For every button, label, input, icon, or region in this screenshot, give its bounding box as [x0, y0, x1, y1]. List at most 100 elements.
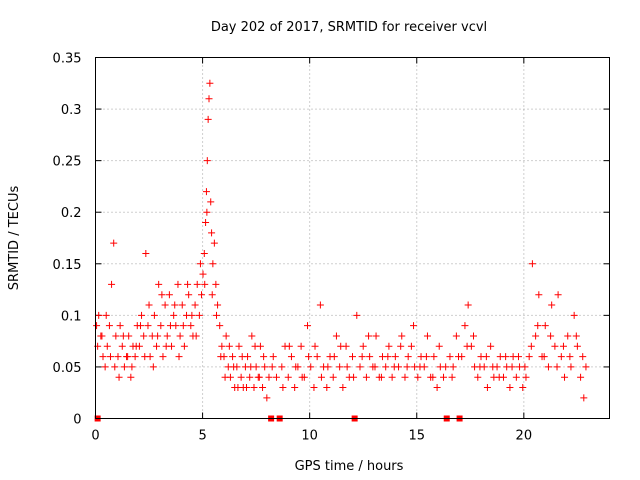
- data-point: [353, 311, 361, 319]
- data-point: [142, 249, 150, 257]
- data-point: [93, 322, 101, 330]
- data-point: [401, 373, 409, 381]
- data-point: [554, 291, 562, 299]
- data-point: [452, 332, 460, 340]
- data-point: [263, 394, 271, 402]
- data-point: [251, 342, 259, 350]
- data-point: [199, 270, 207, 278]
- data-point: [124, 353, 132, 361]
- data-point: [170, 311, 178, 319]
- data-point: [265, 373, 273, 381]
- data-point: [304, 322, 312, 330]
- data-point: [528, 260, 536, 268]
- data-point: [324, 363, 332, 371]
- y-tick-label: 0.3: [61, 103, 82, 118]
- data-point: [98, 332, 106, 340]
- data-point: [105, 322, 113, 330]
- data-point: [356, 363, 364, 371]
- data-point: [305, 353, 313, 361]
- data-point: [165, 291, 173, 299]
- data-point: [582, 363, 590, 371]
- data-point: [548, 301, 556, 309]
- data-point: [464, 301, 472, 309]
- data-point: [384, 353, 392, 361]
- data-point: [448, 373, 456, 381]
- data-point: [118, 342, 126, 350]
- data-point: [362, 373, 370, 381]
- data-point: [317, 373, 325, 381]
- data-point: [316, 301, 324, 309]
- data-point: [414, 373, 422, 381]
- data-point: [234, 384, 242, 392]
- data-point: [196, 260, 204, 268]
- data-point: [404, 353, 412, 361]
- data-point: [442, 363, 450, 371]
- data-point: [207, 198, 215, 206]
- data-point: [291, 384, 299, 392]
- data-point: [205, 95, 213, 103]
- data-point: [218, 342, 226, 350]
- data-point: [544, 363, 552, 371]
- data-point: [385, 342, 393, 350]
- data-point: [551, 342, 559, 350]
- data-point: [192, 332, 200, 340]
- data-point: [184, 280, 192, 288]
- data-point: [521, 363, 529, 371]
- data-point: [553, 363, 561, 371]
- y-tick-label: 0.1: [61, 309, 82, 324]
- data-point: [278, 363, 286, 371]
- data-point: [508, 363, 516, 371]
- data-point: [449, 363, 457, 371]
- x-axis-label: GPS time / hours: [295, 459, 404, 474]
- data-point: [230, 363, 238, 371]
- data-point: [580, 394, 588, 402]
- data-point: [128, 363, 136, 371]
- data-point: [358, 353, 366, 361]
- data-point: [540, 353, 548, 361]
- data-point: [95, 311, 103, 319]
- data-point: [423, 332, 431, 340]
- data-point: [430, 353, 438, 361]
- data-point: [567, 363, 575, 371]
- data-point: [213, 311, 221, 319]
- y-tick-label: 0.15: [53, 258, 82, 273]
- data-point: [502, 353, 510, 361]
- data-point: [366, 353, 374, 361]
- data-point: [483, 384, 491, 392]
- data-point: [435, 342, 443, 350]
- data-point: [180, 342, 188, 350]
- data-point: [557, 353, 565, 361]
- data-point: [487, 342, 495, 350]
- data-point: [332, 332, 340, 340]
- data-point: [541, 322, 549, 330]
- data-point: [535, 291, 543, 299]
- data-point: [212, 280, 220, 288]
- axis-ticks: 0 0.05 0.1 0.15 0.2 0.25 0.3 0.35 0 5 10 15 20: [53, 52, 610, 444]
- data-point: [390, 363, 398, 371]
- data-point: [297, 342, 305, 350]
- data-point: [114, 353, 122, 361]
- data-point: [534, 322, 542, 330]
- data-point: [214, 301, 222, 309]
- data-point: [440, 373, 448, 381]
- data-point: [269, 353, 277, 361]
- data-point: [144, 322, 152, 330]
- data-point: [566, 353, 574, 361]
- data-point: [287, 353, 295, 361]
- data-point: [272, 373, 280, 381]
- data-point: [359, 342, 367, 350]
- data-point: [323, 384, 331, 392]
- data-point: [221, 373, 229, 381]
- y-tick-label: 0.25: [53, 155, 82, 170]
- data-point: [463, 342, 471, 350]
- data-point: [455, 353, 463, 361]
- data-point: [187, 322, 195, 330]
- data-point: [149, 363, 157, 371]
- data-point: [150, 311, 158, 319]
- data-point: [162, 342, 170, 350]
- data-point: [336, 363, 344, 371]
- data-point: [525, 353, 533, 361]
- data-point: [115, 373, 123, 381]
- data-point: [202, 219, 210, 227]
